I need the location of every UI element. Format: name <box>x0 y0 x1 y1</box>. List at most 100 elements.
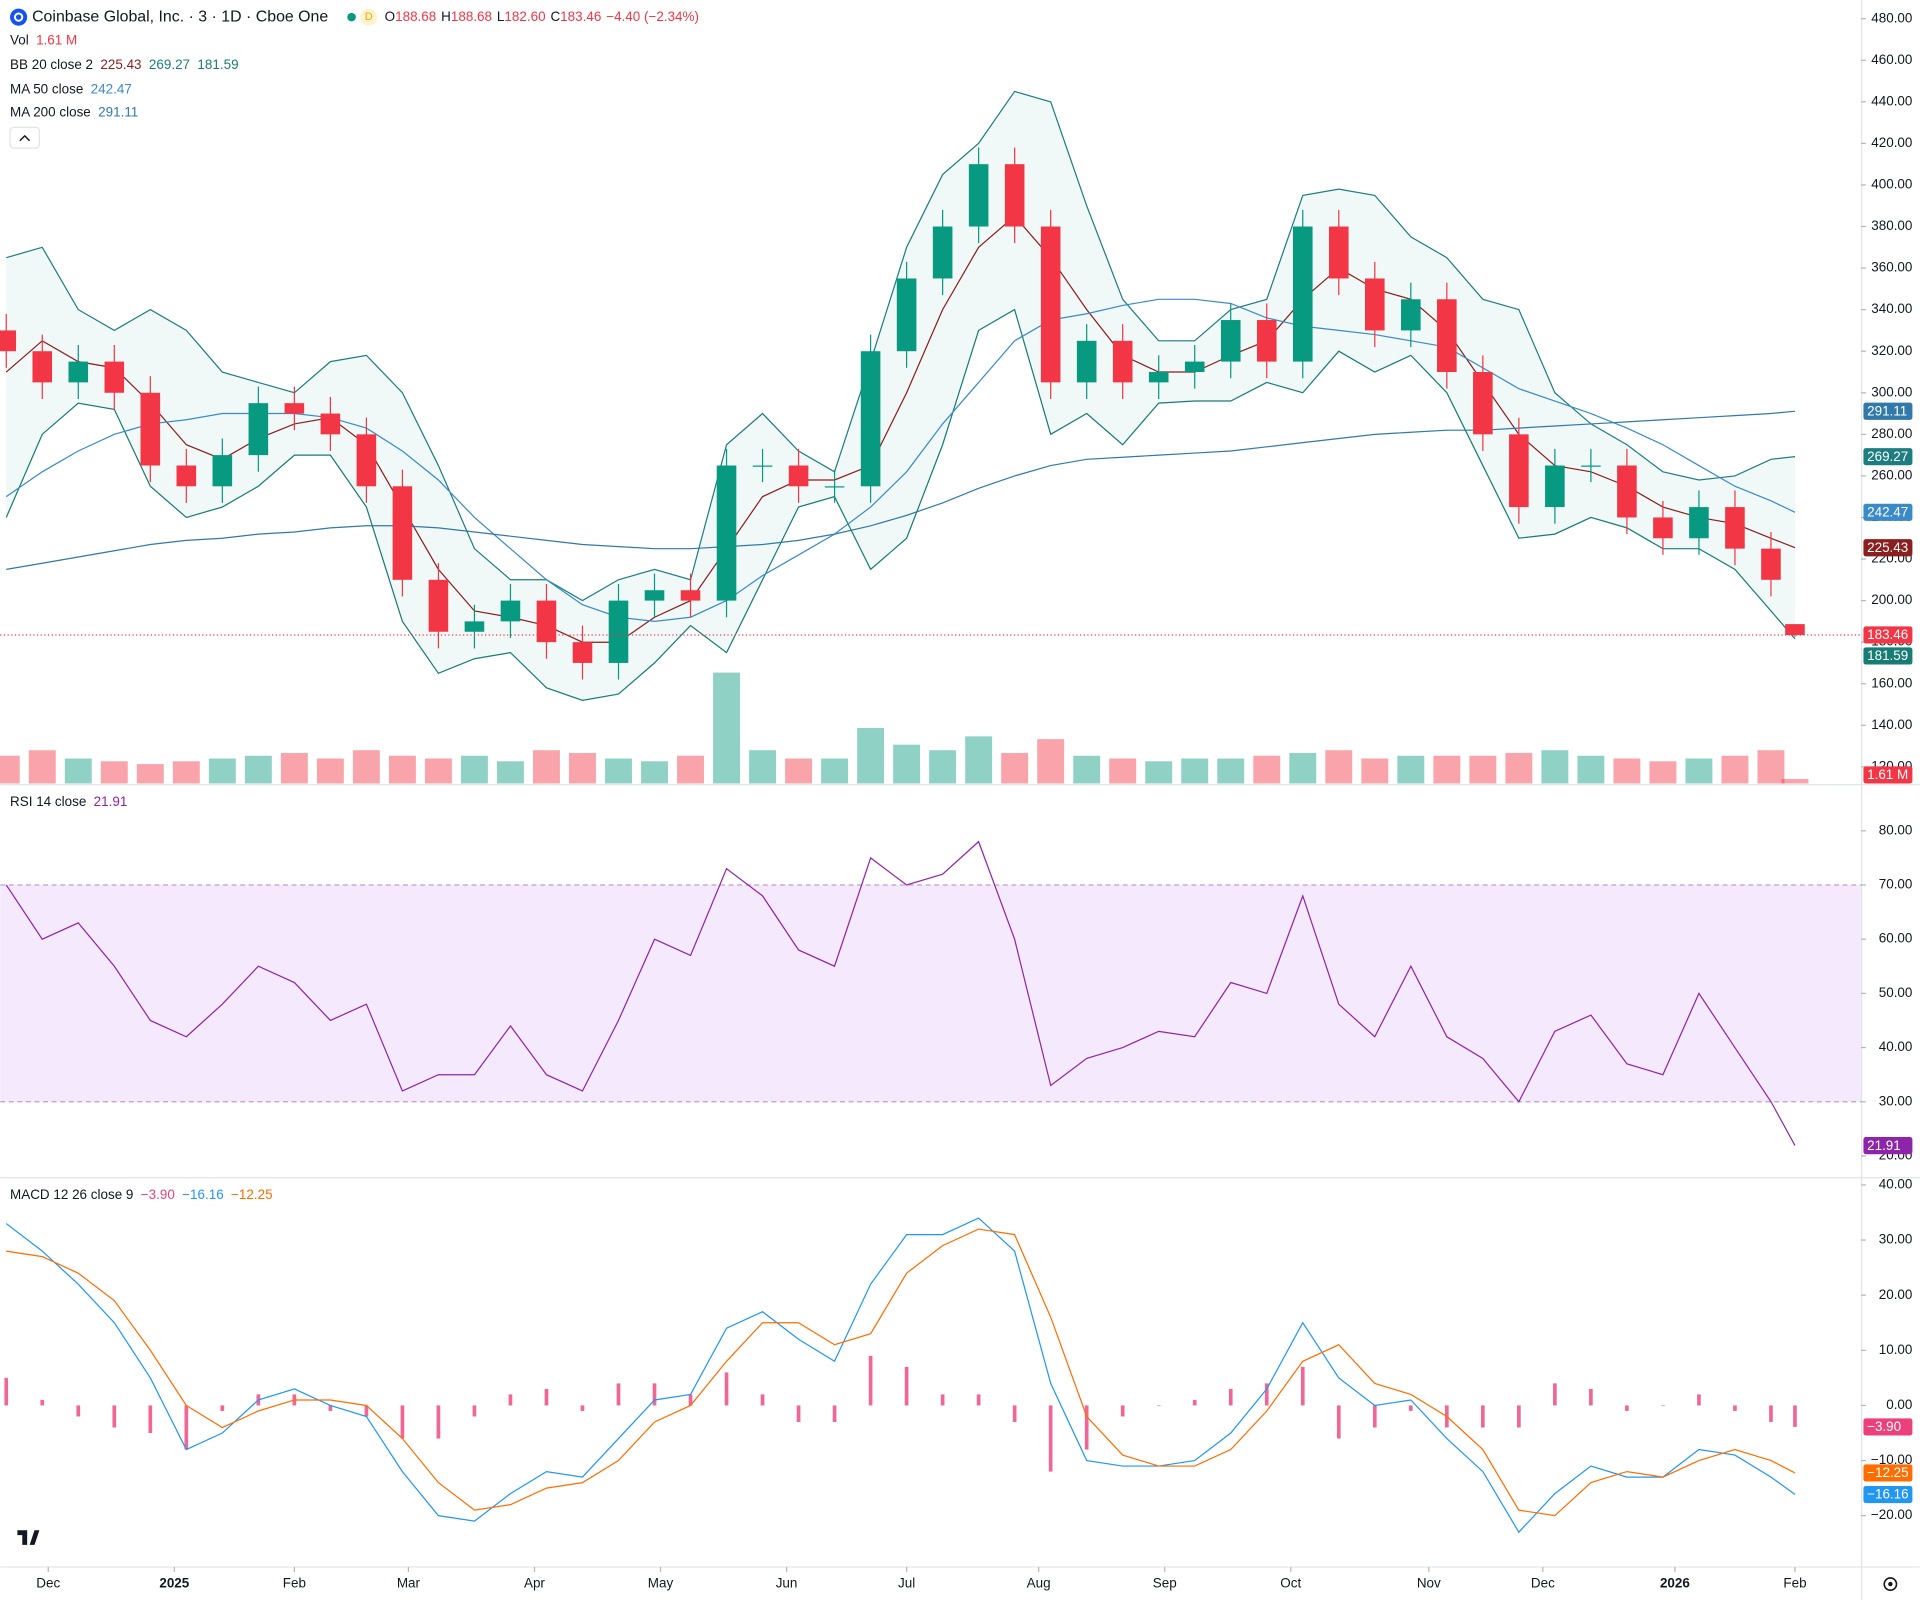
y-tick-label: 300.00 <box>1871 384 1912 399</box>
logo-bg <box>12 1525 45 1553</box>
bb-basis <box>5 215 1796 643</box>
macd-histogram-bar <box>1769 1405 1773 1422</box>
volume-bar <box>857 728 885 784</box>
collapse-button[interactable] <box>9 126 41 149</box>
y-tick-label: 400.00 <box>1871 177 1912 192</box>
y-tick-label: −10.00 <box>1871 1452 1913 1467</box>
candle-body <box>716 465 737 601</box>
settings-icon-center <box>1888 1581 1893 1587</box>
rsi-badge: 21.91 <box>1867 1138 1901 1153</box>
candle-body <box>932 226 953 279</box>
legend-name: MA 50 close <box>10 81 83 96</box>
x-tick-label: Mar <box>397 1576 421 1591</box>
volume-bar <box>821 758 849 784</box>
legend-value: −16.16 <box>182 1186 224 1201</box>
volume-bar <box>460 755 488 784</box>
macd-histogram-bar <box>112 1405 117 1428</box>
macd-histogram-bar <box>1793 1405 1797 1427</box>
status-dot <box>347 12 356 22</box>
macd-histogram-bar <box>832 1405 837 1422</box>
rsi-line <box>5 840 1796 1146</box>
legend-value: 269.27 <box>149 56 190 71</box>
y-tick-label: 280.00 <box>1871 426 1912 441</box>
y-tick-label: 160.00 <box>1871 675 1912 690</box>
volume-badge-bg <box>1863 766 1913 784</box>
y-tick-label: 340.00 <box>1871 301 1912 316</box>
macd-histogram-bar <box>508 1394 513 1406</box>
candle-body <box>500 600 521 622</box>
ohlc-label: O <box>385 9 395 24</box>
macd-histogram-bar <box>1120 1405 1125 1417</box>
candle-body <box>788 465 809 487</box>
y-tick-label: 30.00 <box>1879 1232 1913 1247</box>
volume-bar <box>100 761 128 784</box>
x-tick-label: Dec <box>36 1576 60 1591</box>
symbol-title: Coinbase Global, Inc. · 3 · 1D · Cboe On… <box>32 8 328 25</box>
legend-name: Vol <box>10 32 29 47</box>
ohlc-value: 188.68 <box>395 9 436 24</box>
macd-histogram-bar <box>4 1377 9 1406</box>
y-tick-label: 50.00 <box>1879 985 1913 1000</box>
bb-lower-badge-bg <box>1863 647 1913 665</box>
macd-histogram-bar <box>472 1405 477 1417</box>
macd-histogram-bar <box>1372 1405 1377 1428</box>
volume-bar <box>1073 755 1101 784</box>
volume-bar <box>1757 750 1785 784</box>
volume-bar <box>172 761 200 784</box>
macd-histogram-bar <box>1192 1399 1197 1406</box>
signal-badge-bg <box>1863 1464 1913 1482</box>
macd-histogram-bar <box>1733 1405 1737 1411</box>
volume-bar <box>713 672 741 784</box>
tradingview-logo[interactable] <box>12 1525 45 1553</box>
x-tick-label: Feb <box>283 1576 306 1591</box>
macd-histogram-bar <box>1661 1405 1665 1407</box>
ohlc-label: C <box>550 9 560 24</box>
volume-bar <box>1613 758 1641 784</box>
candle-body <box>572 642 593 663</box>
volume-bar <box>1541 750 1569 784</box>
candle-body <box>68 361 89 383</box>
candle-body <box>1040 226 1061 383</box>
bb-upper-badge-bg <box>1863 448 1913 466</box>
candle-body <box>860 351 881 487</box>
candle-body <box>752 465 773 467</box>
candle-body <box>1328 226 1349 279</box>
volume-bar <box>388 755 416 784</box>
bb-legend: BB 20 close 2 225.43 269.27 181.59 <box>10 56 239 71</box>
macd-histogram-bar <box>976 1394 981 1406</box>
volume-bar <box>1001 752 1029 784</box>
candle-body <box>680 590 701 601</box>
volume-bar <box>0 755 20 784</box>
volume-bar <box>244 755 272 784</box>
candle-body <box>1473 371 1493 435</box>
macd-histogram-bar <box>328 1405 333 1411</box>
macd-histogram-bar <box>1697 1394 1701 1406</box>
candle-body <box>1148 371 1169 383</box>
volume-bar <box>1505 752 1533 784</box>
volume-bar <box>929 750 957 784</box>
candle-body <box>1076 340 1097 383</box>
ohlc-label: L <box>497 9 505 24</box>
volume-bar <box>785 758 813 784</box>
y-tick-label: 460.00 <box>1871 52 1912 67</box>
macd-histogram-bar <box>364 1405 369 1417</box>
x-tick-label: Aug <box>1027 1576 1051 1591</box>
volume-bar <box>965 736 993 784</box>
volume-bar <box>1577 755 1605 784</box>
candle-body <box>176 465 197 487</box>
settings-icon[interactable] <box>1883 1577 1898 1592</box>
volume-bar <box>605 758 632 784</box>
volume-bar <box>893 744 921 784</box>
delay-badge[interactable] <box>360 8 378 26</box>
volume-bar <box>1037 739 1065 784</box>
volume-bar <box>1469 755 1497 784</box>
x-tick-label: Jun <box>776 1576 798 1591</box>
rsi-band <box>0 884 1861 1102</box>
volume-bar <box>1181 758 1209 784</box>
legend-value: −12.25 <box>231 1186 273 1201</box>
y-tick-label: 380.00 <box>1871 218 1912 233</box>
volume-bar <box>1433 755 1461 784</box>
